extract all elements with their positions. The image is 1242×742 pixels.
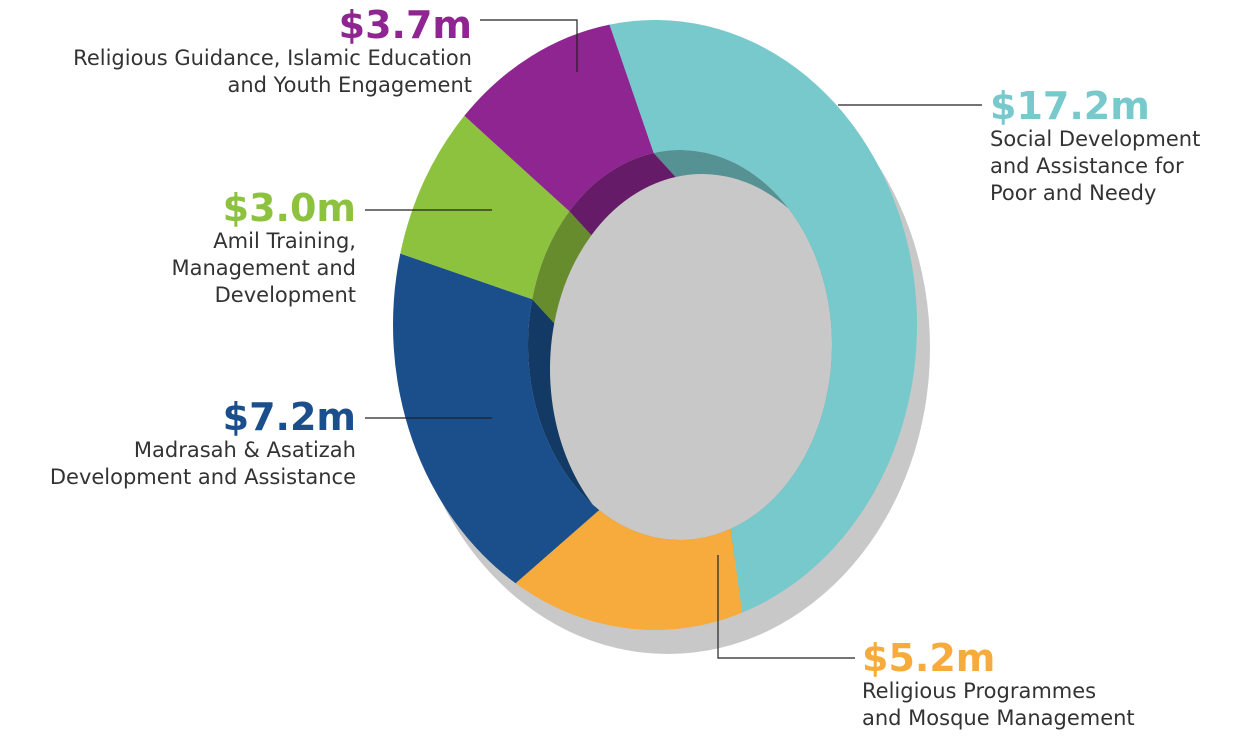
value-label: $5.2m: [862, 636, 996, 680]
slice-depth: [528, 299, 622, 535]
slice: [400, 115, 570, 300]
leader-line: [717, 555, 855, 659]
slice-label: $7.2m Madrasah & Asatizah Development and…: [0, 397, 356, 491]
category-label: Religious Programmes and Mosque Manageme…: [862, 679, 1135, 730]
slice-label: $17.2m Social Development and Assistance …: [990, 86, 1200, 207]
slice: [464, 24, 654, 212]
slice: [609, 20, 917, 613]
leader-line: [480, 19, 578, 72]
category-label: Madrasah & Asatizah Development and Assi…: [49, 438, 356, 489]
value-label: $3.7m: [338, 3, 472, 47]
category-label: Religious Guidance, Islamic Education an…: [73, 46, 472, 97]
value-label: $17.2m: [990, 84, 1150, 128]
category-label: Amil Training, Management and Developmen…: [171, 229, 356, 307]
slice: [393, 253, 600, 584]
category-label: Social Development and Assistance for Po…: [990, 127, 1201, 205]
slice-label: $3.0m Amil Training, Management and Devel…: [0, 188, 356, 309]
slice: [515, 510, 743, 630]
slice-depth: [569, 152, 676, 236]
value-label: $3.0m: [222, 186, 356, 230]
slice-label: $5.2m Religious Programmes and Mosque Man…: [862, 638, 1135, 732]
slice-label: $3.7m Religious Guidance, Islamic Educati…: [0, 5, 472, 99]
value-label: $7.2m: [222, 395, 356, 439]
slice-depth: [532, 211, 592, 324]
